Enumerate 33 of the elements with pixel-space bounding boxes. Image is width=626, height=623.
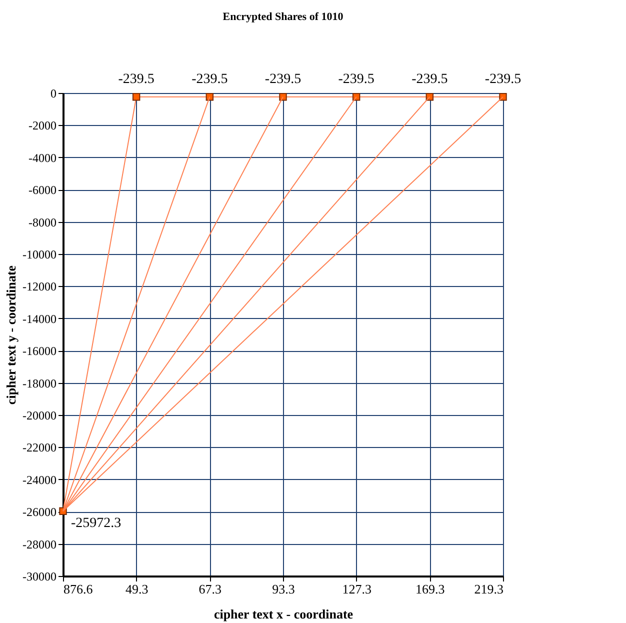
data-label: -239.5 bbox=[338, 72, 374, 87]
data-label: -25972.3 bbox=[71, 516, 122, 532]
y-axis-title: cipher text y - coordinate bbox=[4, 265, 19, 405]
y-tick-label: -12000 bbox=[22, 280, 56, 294]
y-tick-label: 0 bbox=[50, 86, 56, 100]
y-tick-label: -18000 bbox=[22, 376, 56, 390]
x-tick-label: 876.6 bbox=[64, 582, 94, 596]
x-tick-label: 49.3 bbox=[125, 582, 148, 596]
x-tick-label: 219.3 bbox=[474, 582, 504, 596]
data-label: -239.5 bbox=[412, 72, 448, 87]
data-label: -239.5 bbox=[484, 72, 522, 87]
y-tick-label: -6000 bbox=[28, 183, 56, 198]
y-tick-label: -26000 bbox=[22, 505, 56, 520]
y-tick-label: -28000 bbox=[22, 537, 56, 552]
x-tick-label: 169.3 bbox=[416, 582, 445, 596]
y-tick-label: -20000 bbox=[22, 408, 56, 422]
x-tick-label: 127.3 bbox=[342, 582, 372, 596]
y-tick-label: -22000 bbox=[22, 440, 56, 455]
y-tick-label: -24000 bbox=[22, 472, 56, 487]
y-tick-label: -30000 bbox=[22, 570, 56, 584]
x-axis-title: cipher text x - coordinate bbox=[214, 606, 354, 622]
chart-title: Encrypted Shares of 1010 bbox=[222, 10, 344, 23]
y-tick-label: -8000 bbox=[28, 215, 56, 230]
y-tick-label: -16000 bbox=[22, 344, 56, 358]
y-tick-label: -10000 bbox=[22, 248, 56, 262]
y-tick-label: -2000 bbox=[28, 118, 56, 133]
data-label: -239.5 bbox=[264, 72, 302, 87]
data-label: -239.5 bbox=[192, 72, 228, 87]
x-tick-label: 67.3 bbox=[198, 582, 222, 596]
data-label: -239.5 bbox=[118, 72, 154, 87]
x-tick-label: 93.3 bbox=[272, 582, 295, 596]
y-tick-label: -14000 bbox=[22, 312, 56, 326]
y-tick-label: -4000 bbox=[28, 150, 56, 165]
